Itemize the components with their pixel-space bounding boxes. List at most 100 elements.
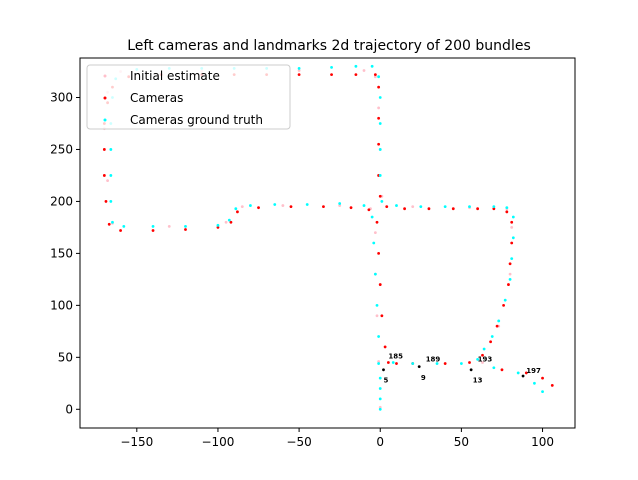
data-point-cameras — [257, 206, 260, 210]
data-point-cameras — [507, 283, 510, 286]
y-axis: 0 50 100 150 200 250 300 — [50, 90, 80, 416]
data-point-cameras-ground-truth — [490, 335, 494, 338]
data-point-cameras — [119, 229, 122, 232]
data-point-cameras — [524, 371, 528, 375]
data-point-initial-estimate — [281, 204, 285, 207]
legend-label-cameras: Cameras — [130, 91, 183, 105]
data-point-cameras-ground-truth — [122, 224, 126, 228]
data-point-cameras — [427, 207, 431, 211]
data-point-cameras-ground-truth — [378, 397, 382, 401]
annotation-labels: 185 189 193 197 5 9 13 — [383, 352, 541, 384]
chart-title: Left cameras and landmarks 2d trajectory… — [127, 38, 530, 54]
annotation-label: 189 — [426, 355, 441, 363]
data-point-initial-estimate — [106, 179, 109, 183]
legend-marker-initial-estimate — [103, 74, 107, 78]
data-point-initial-estimate — [338, 204, 342, 207]
data-point-cameras-ground-truth — [533, 381, 536, 385]
data-point-cameras-ground-truth — [377, 75, 381, 79]
annotation-label: 193 — [478, 355, 493, 363]
data-point-cameras — [229, 220, 233, 224]
data-point-cameras — [354, 73, 358, 77]
y-tick-label: 200 — [50, 194, 73, 208]
data-point-cameras — [349, 206, 353, 210]
data-point-cameras-ground-truth — [511, 236, 515, 240]
x-tick-label: −100 — [201, 435, 234, 449]
data-point-cameras-ground-truth — [370, 215, 374, 219]
data-point-cameras — [102, 148, 106, 151]
legend: Initial estimate Cameras Cameras ground tr… — [86, 64, 291, 130]
data-point-cameras — [378, 283, 382, 286]
data-point-cameras-ground-truth — [184, 224, 187, 228]
data-point-cameras-ground-truth — [508, 277, 512, 281]
data-point-cameras-ground-truth — [109, 174, 113, 177]
landmark-point — [382, 368, 385, 372]
data-point-cameras — [383, 345, 387, 349]
data-point-cameras — [289, 205, 293, 209]
data-point-cameras-ground-truth — [510, 257, 514, 260]
data-point-cameras — [451, 207, 455, 211]
data-point-cameras-ground-truth — [378, 387, 382, 390]
data-point-cameras-ground-truth — [476, 358, 480, 361]
data-point-cameras-ground-truth — [273, 203, 277, 206]
data-point-cameras-ground-truth — [330, 65, 333, 69]
landmark-point — [417, 365, 421, 369]
data-point-cameras-ground-truth — [362, 204, 366, 207]
data-point-initial-estimate — [240, 205, 244, 209]
y-tick-label: 100 — [50, 298, 73, 312]
legend-label-cameras-ground-truth: Cameras ground truth — [130, 113, 263, 127]
data-point-cameras — [236, 210, 239, 214]
y-tick-label: 150 — [50, 246, 73, 260]
data-point-cameras-ground-truth — [378, 407, 382, 411]
data-point-initial-estimate — [378, 405, 382, 409]
data-point-cameras-ground-truth — [503, 298, 507, 302]
data-point-cameras — [104, 200, 108, 203]
data-point-cameras — [502, 303, 505, 307]
data-point-cameras — [510, 241, 514, 245]
data-point-cameras — [395, 362, 398, 365]
data-point-cameras-ground-truth — [391, 361, 395, 364]
data-point-cameras-ground-truth — [468, 205, 471, 209]
annotation-label: 197 — [526, 367, 541, 375]
data-point-cameras-ground-truth — [497, 319, 501, 323]
data-point-initial-estimate — [481, 361, 484, 364]
data-point-cameras — [380, 314, 384, 318]
data-point-cameras-ground-truth — [492, 366, 496, 370]
data-point-cameras-ground-truth — [541, 390, 544, 394]
data-point-cameras — [184, 228, 187, 231]
data-point-cameras — [297, 73, 301, 77]
data-point-cameras — [377, 142, 381, 146]
data-point-cameras-ground-truth — [354, 64, 358, 68]
data-point-cameras-ground-truth — [378, 376, 382, 380]
y-tick-label: 300 — [50, 90, 73, 104]
data-point-cameras-ground-truth — [305, 203, 309, 206]
legend-marker-cameras-ground-truth — [103, 118, 107, 122]
data-point-cameras-ground-truth — [459, 362, 463, 365]
data-point-initial-estimate — [377, 360, 381, 363]
x-tick-label: −50 — [286, 435, 311, 449]
data-point-cameras-ground-truth — [216, 223, 220, 227]
data-point-cameras-ground-truth — [227, 218, 231, 222]
y-tick-label: 250 — [50, 142, 73, 156]
data-point-initial-estimate — [373, 75, 377, 79]
landmark-points — [382, 365, 525, 378]
data-point-cameras — [385, 205, 389, 209]
data-point-cameras — [403, 207, 406, 211]
data-point-cameras — [367, 208, 371, 212]
data-point-cameras — [508, 262, 512, 266]
data-point-cameras — [102, 174, 106, 177]
annotation-label: 5 — [383, 376, 388, 384]
data-point-cameras — [107, 222, 111, 226]
y-tick-label: 50 — [58, 350, 73, 364]
data-point-cameras-ground-truth — [378, 148, 382, 151]
data-point-cameras — [550, 383, 554, 387]
series-cameras — [102, 73, 554, 387]
landmark-point — [521, 374, 525, 378]
data-point-cameras-ground-truth — [370, 64, 374, 68]
data-point-cameras — [541, 376, 544, 380]
data-point-cameras — [476, 207, 480, 211]
data-point-cameras-ground-truth — [109, 200, 113, 203]
x-tick-label: −150 — [120, 435, 153, 449]
x-axis: −150 −100 −50 0 50 100 — [120, 428, 554, 449]
data-point-cameras — [510, 220, 514, 224]
data-point-cameras — [373, 73, 377, 77]
